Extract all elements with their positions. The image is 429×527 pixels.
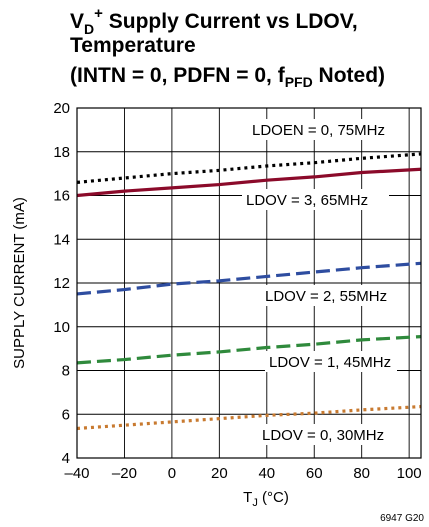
x-axis-label: TJ (°C)	[243, 489, 289, 509]
chart-title-line-1: VD+ Supply Current vs LDOV,	[70, 5, 358, 37]
y-tick-labels: 4 6 8 10 12 14 16 18 20	[53, 100, 70, 467]
y-tick-label: 4	[62, 450, 70, 467]
y-tick-label: 8	[62, 363, 70, 380]
chart-title-line-3: (INTN = 0, PDFN = 0, fPFD Noted)	[70, 64, 385, 90]
figure-code: 6947 G20	[380, 513, 424, 524]
y-tick-label: 16	[53, 188, 70, 205]
annotation-background	[261, 285, 395, 306]
x-tick-label: 20	[211, 465, 228, 482]
x-tick-label: 60	[306, 465, 323, 482]
x-tick-label: 80	[353, 465, 370, 482]
x-tick-label: 0	[168, 465, 176, 482]
y-tick-label: 6	[62, 406, 70, 423]
series-annotation: LDOV = 3, 65MHz	[246, 192, 368, 209]
series-line	[76, 167, 422, 198]
y-tick-label: 10	[53, 319, 70, 336]
y-tick-label: 12	[53, 275, 70, 292]
series-line	[76, 334, 422, 365]
x-tick-label: –20	[112, 465, 137, 482]
plot-frame	[76, 107, 422, 459]
series-line	[76, 152, 422, 184]
annotation-background	[242, 189, 389, 210]
y-tick-label: 18	[53, 144, 70, 161]
series-layer	[76, 152, 422, 431]
chart-title-line-2: Temperature	[70, 34, 196, 57]
y-tick-label: 20	[53, 100, 70, 117]
series-annotation: LDOEN = 0, 75MHz	[252, 122, 385, 139]
x-tick-label: 40	[258, 465, 275, 482]
y-tick-label: 14	[53, 231, 70, 248]
annotation-background	[265, 351, 397, 372]
series-line	[76, 261, 422, 296]
y-axis-label: SUPPLY CURRENT (mA)	[11, 197, 28, 369]
annotation-layer: LDOEN = 0, 75MHz LDOV = 3, 65MHz LDOV = 2,…	[242, 119, 408, 445]
series-annotation: LDOV = 2, 55MHz	[265, 288, 387, 305]
x-tick-labels: –40 –20 0 20 40 60 80 100	[64, 465, 421, 482]
x-tick-label: 100	[397, 465, 422, 482]
series-annotation: LDOV = 1, 45MHz	[269, 354, 391, 371]
annotation-background	[258, 424, 398, 445]
series-annotation: LDOV = 0, 30MHz	[262, 427, 384, 444]
x-tick-label: –40	[64, 465, 89, 482]
annotation-background	[248, 119, 408, 140]
grid	[76, 107, 421, 459]
